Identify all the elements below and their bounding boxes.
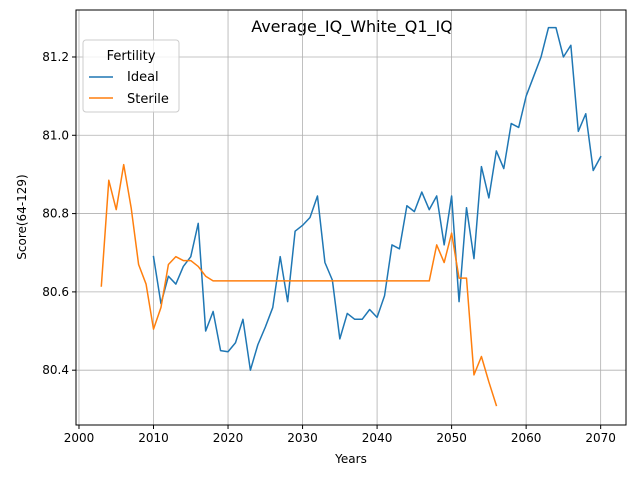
x-tick-label: 2050 xyxy=(436,431,467,445)
y-tick-label: 80.8 xyxy=(42,207,69,221)
series-line-sterile xyxy=(100,163,498,407)
legend-box xyxy=(82,39,180,113)
x-tick-label: 2040 xyxy=(362,431,393,445)
x-tick-label: 2020 xyxy=(213,431,244,445)
plot-frame xyxy=(75,9,627,426)
x-tick-label: 2070 xyxy=(585,431,616,445)
legend-label-sterile: Sterile xyxy=(127,92,169,107)
legend: Fertility Ideal Sterile xyxy=(82,39,180,113)
y-axis: 80.4 80.6 80.8 81.0 81.2 xyxy=(42,50,76,377)
y-tick-label: 80.4 xyxy=(42,363,69,377)
series-line-ideal xyxy=(152,26,602,371)
y-tick-label: 81.2 xyxy=(42,50,69,64)
legend-label-ideal: Ideal xyxy=(127,70,159,85)
y-axis-label: Score(64-129) xyxy=(15,174,29,259)
grid xyxy=(76,10,626,425)
series-layer xyxy=(100,26,602,407)
x-axis-label: Years xyxy=(334,452,367,466)
x-tick-label: 2010 xyxy=(138,431,169,445)
x-axis: 2000 2010 2020 2030 2040 2050 2060 2070 xyxy=(64,425,616,445)
x-tick-label: 2030 xyxy=(287,431,318,445)
x-tick-label: 2060 xyxy=(511,431,542,445)
x-tick-label: 2000 xyxy=(64,431,95,445)
chart-title: Average_IQ_White_Q1_IQ xyxy=(251,17,453,37)
y-tick-label: 81.0 xyxy=(42,128,69,142)
legend-title: Fertility xyxy=(107,49,156,64)
y-tick-label: 80.6 xyxy=(42,285,69,299)
